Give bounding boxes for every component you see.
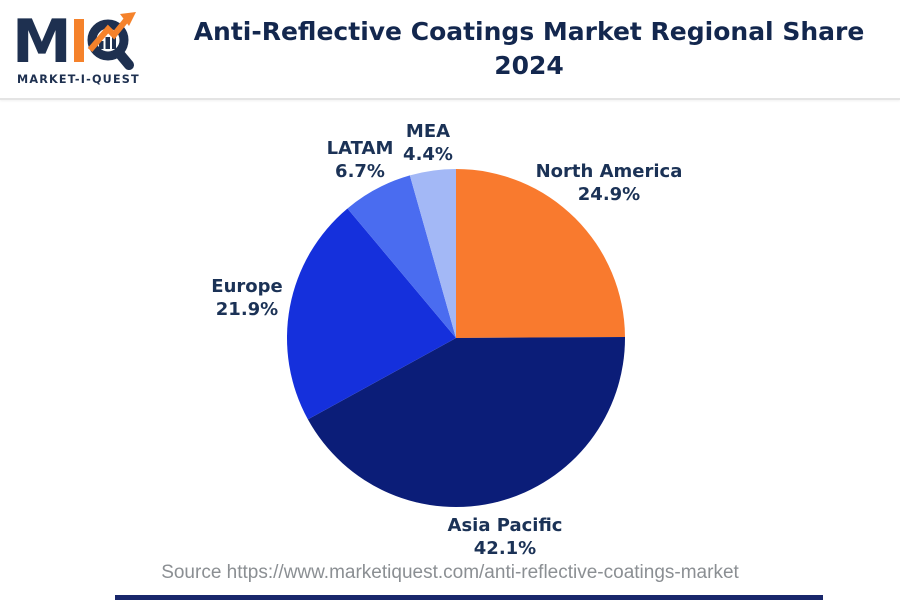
brand-logo: M MARKET-I-QUEST xyxy=(0,0,158,98)
brand-caption: MARKET-I-QUEST xyxy=(17,73,140,86)
pie-chart-area: North America 24.9% Asia Pacific 42.1% E… xyxy=(0,101,900,600)
pie-slice-north-america xyxy=(456,169,625,338)
pie-slice-asia-pacific xyxy=(307,336,626,508)
miq-logo-icon: M xyxy=(16,12,136,70)
logo-trend-arrow-icon xyxy=(87,12,136,52)
pie-slice-mea xyxy=(409,169,456,338)
pie-slice-europe xyxy=(286,208,456,420)
slice-label-name: Europe xyxy=(211,276,283,297)
page-title: Anti-Reflective Coatings Market Regional… xyxy=(158,0,900,98)
slice-label-north-america: North America 24.9% xyxy=(536,160,683,206)
logo-chart-bars-icon xyxy=(99,35,116,49)
pie-chart xyxy=(286,169,626,508)
slice-label-europe: Europe 21.9% xyxy=(211,275,282,321)
slice-label-value: 4.4% xyxy=(403,144,453,165)
source-attribution: Source https://www.marketiquest.com/anti… xyxy=(161,562,739,583)
slice-label-value: 24.9% xyxy=(577,184,641,205)
slice-label-mea: MEA 4.4% xyxy=(403,120,453,166)
slice-label-latam: LATAM 6.7% xyxy=(327,137,394,183)
page-title-line2: 2024 xyxy=(494,51,564,80)
footer-accent-bar xyxy=(115,595,823,600)
slice-label-value: 42.1% xyxy=(473,538,537,559)
pie-slice-latam xyxy=(347,175,456,338)
page-title-line1: Anti-Reflective Coatings Market Regional… xyxy=(193,17,865,46)
logo-letter-m: M xyxy=(16,12,72,70)
logo-letter-i-bar xyxy=(74,19,84,62)
slice-label-name: LATAM xyxy=(326,138,394,159)
slice-label-value: 21.9% xyxy=(215,299,279,320)
slice-label-value: 6.7% xyxy=(335,161,385,182)
slice-label-name: North America xyxy=(535,161,683,182)
slice-label-name: MEA xyxy=(405,121,451,142)
slice-label-asia-pacific: Asia Pacific 42.1% xyxy=(448,514,563,560)
header: M MARKET-I-QUEST Anti-Reflective Coating… xyxy=(0,0,900,100)
logo-magnifier-q-icon xyxy=(87,19,134,70)
slice-label-name: Asia Pacific xyxy=(447,515,563,536)
